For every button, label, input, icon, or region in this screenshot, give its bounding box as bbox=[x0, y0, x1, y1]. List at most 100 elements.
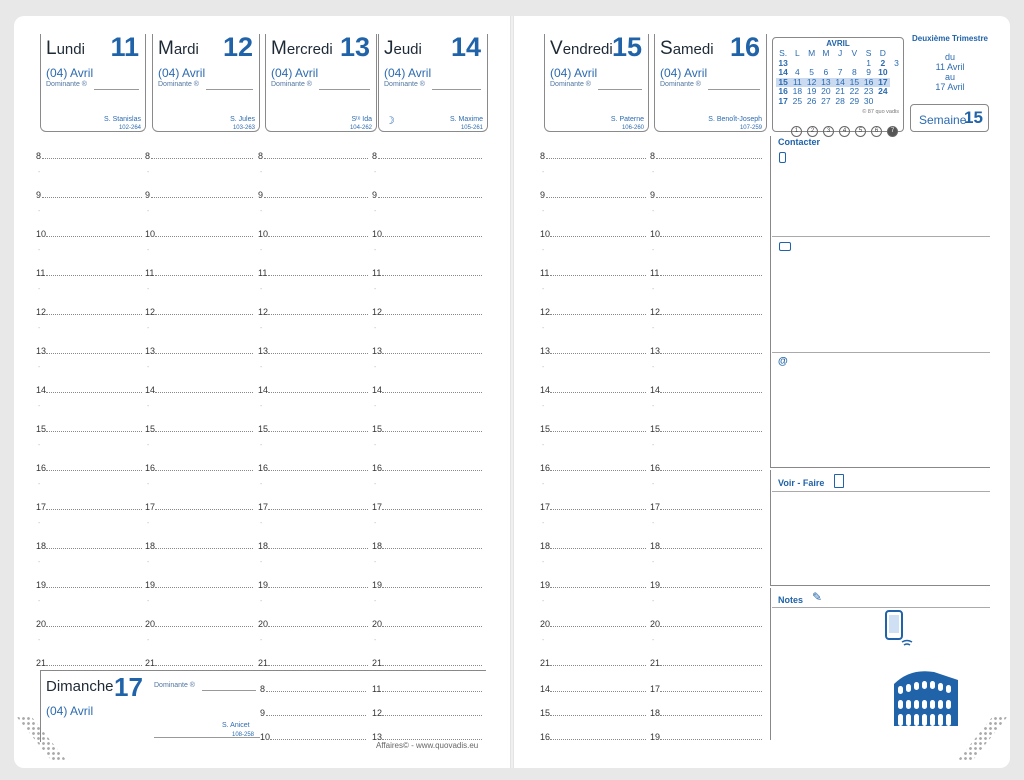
hour-line[interactable] bbox=[660, 626, 762, 627]
hour-line[interactable] bbox=[268, 314, 368, 315]
calendar-cell[interactable]: 17 bbox=[875, 77, 890, 87]
hour-line[interactable] bbox=[382, 353, 482, 354]
hour-line[interactable] bbox=[155, 548, 253, 549]
hour-line[interactable] bbox=[550, 431, 646, 432]
hour-line[interactable] bbox=[268, 548, 368, 549]
calendar-cell[interactable]: 16 bbox=[861, 77, 876, 87]
hour-line[interactable] bbox=[155, 587, 253, 588]
hour-line[interactable] bbox=[550, 715, 646, 716]
hour-line[interactable] bbox=[46, 587, 142, 588]
hour-line[interactable] bbox=[382, 509, 482, 510]
hour-line[interactable] bbox=[155, 665, 253, 666]
hour-line[interactable] bbox=[264, 158, 368, 159]
hour-line[interactable] bbox=[660, 275, 762, 276]
hour-line[interactable] bbox=[268, 665, 368, 666]
hour-line[interactable] bbox=[660, 353, 762, 354]
hour-line[interactable] bbox=[155, 275, 253, 276]
hour-line[interactable] bbox=[46, 665, 142, 666]
hour-line[interactable] bbox=[268, 587, 368, 588]
calendar-cell[interactable]: 13 bbox=[818, 77, 833, 87]
hour-line[interactable] bbox=[46, 275, 142, 276]
calendar-cell[interactable]: 14 bbox=[833, 77, 848, 87]
hour-line[interactable] bbox=[382, 431, 482, 432]
hour-line[interactable] bbox=[550, 665, 646, 666]
calendar-cell[interactable]: 18 bbox=[792, 86, 803, 96]
hour-line[interactable] bbox=[382, 392, 482, 393]
hour-line[interactable] bbox=[155, 392, 253, 393]
hour-line[interactable] bbox=[382, 548, 482, 549]
hour-line[interactable] bbox=[550, 392, 646, 393]
hour-line[interactable] bbox=[382, 739, 482, 740]
hour-line[interactable] bbox=[46, 431, 142, 432]
hour-line[interactable] bbox=[550, 470, 646, 471]
hour-line[interactable] bbox=[660, 691, 762, 692]
hour-line[interactable] bbox=[550, 236, 646, 237]
hour-line[interactable] bbox=[268, 431, 368, 432]
hour-line[interactable] bbox=[660, 739, 762, 740]
hour-line[interactable] bbox=[270, 739, 366, 740]
hour-line[interactable] bbox=[660, 587, 762, 588]
hour-line[interactable] bbox=[46, 392, 142, 393]
calendar-cell[interactable]: 20 bbox=[821, 86, 831, 96]
calendar-cell[interactable]: 6 bbox=[823, 67, 829, 77]
calendar-cell[interactable]: 11 bbox=[790, 77, 805, 87]
hour-line[interactable] bbox=[382, 470, 482, 471]
hour-line[interactable] bbox=[660, 431, 762, 432]
hour-line[interactable] bbox=[382, 314, 482, 315]
hour-line[interactable] bbox=[46, 548, 142, 549]
calendar-cell[interactable]: 19 bbox=[806, 86, 817, 96]
hour-line[interactable] bbox=[155, 509, 253, 510]
hour-line[interactable] bbox=[378, 197, 482, 198]
calendar-cell[interactable]: 16 bbox=[778, 86, 788, 96]
hour-line[interactable] bbox=[660, 236, 762, 237]
calendar-cell[interactable]: 30 bbox=[863, 95, 874, 106]
calendar-cell[interactable]: 27 bbox=[821, 95, 831, 106]
hour-line[interactable] bbox=[550, 509, 646, 510]
hour-line[interactable] bbox=[155, 470, 253, 471]
hour-line[interactable] bbox=[550, 353, 646, 354]
hour-line[interactable] bbox=[268, 509, 368, 510]
hour-line[interactable] bbox=[660, 548, 762, 549]
hour-line[interactable] bbox=[266, 715, 366, 716]
hour-line[interactable] bbox=[550, 275, 646, 276]
hour-line[interactable] bbox=[382, 715, 482, 716]
calendar-cell[interactable]: 23 bbox=[863, 86, 874, 96]
hour-line[interactable] bbox=[266, 691, 366, 692]
hour-line[interactable] bbox=[268, 626, 368, 627]
calendar-cell[interactable]: 21 bbox=[835, 86, 845, 96]
hour-line[interactable] bbox=[151, 197, 253, 198]
hour-line[interactable] bbox=[660, 470, 762, 471]
hour-line[interactable] bbox=[268, 236, 368, 237]
hour-line[interactable] bbox=[268, 275, 368, 276]
calendar-cell[interactable]: 10 bbox=[878, 67, 888, 77]
hour-line[interactable] bbox=[46, 626, 142, 627]
calendar-cell[interactable]: 17 bbox=[778, 95, 788, 106]
hour-line[interactable] bbox=[550, 739, 646, 740]
hour-line[interactable] bbox=[382, 275, 482, 276]
calendar-cell[interactable]: 8 bbox=[852, 67, 857, 77]
calendar-cell[interactable]: 15 bbox=[776, 77, 791, 87]
hour-line[interactable] bbox=[660, 314, 762, 315]
hour-line[interactable] bbox=[660, 665, 762, 666]
hour-line[interactable] bbox=[550, 548, 646, 549]
calendar-cell[interactable]: 28 bbox=[835, 95, 845, 106]
calendar-cell[interactable]: 14 bbox=[778, 67, 788, 77]
calendar-cell[interactable]: 3 bbox=[894, 57, 899, 68]
hour-line[interactable] bbox=[46, 353, 142, 354]
calendar-cell[interactable]: 25 bbox=[792, 95, 803, 106]
calendar-cell[interactable]: 5 bbox=[809, 67, 814, 77]
hour-line[interactable] bbox=[660, 509, 762, 510]
calendar-cell[interactable]: 26 bbox=[806, 95, 817, 106]
calendar-cell[interactable]: 22 bbox=[849, 86, 860, 96]
calendar-cell[interactable]: 29 bbox=[849, 95, 860, 106]
calendar-cell[interactable]: 4 bbox=[795, 67, 800, 77]
hour-line[interactable] bbox=[268, 470, 368, 471]
hour-line[interactable] bbox=[550, 691, 646, 692]
hour-line[interactable] bbox=[660, 392, 762, 393]
calendar-cell[interactable]: 9 bbox=[866, 67, 871, 77]
calendar-cell[interactable]: 7 bbox=[837, 67, 843, 77]
hour-line[interactable] bbox=[546, 158, 646, 159]
hour-line[interactable] bbox=[155, 314, 253, 315]
hour-line[interactable] bbox=[382, 626, 482, 627]
hour-line[interactable] bbox=[382, 665, 482, 666]
